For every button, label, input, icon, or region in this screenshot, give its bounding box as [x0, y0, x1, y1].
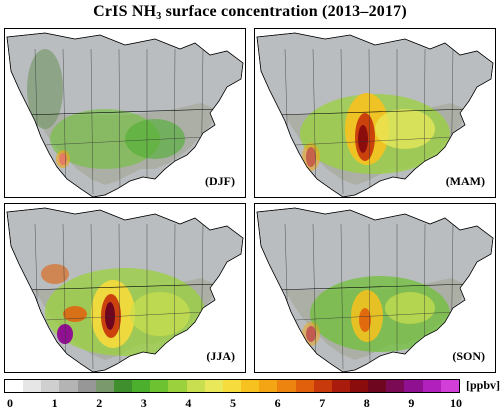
colorbar-swatch [277, 380, 296, 392]
colorbar-swatch [349, 380, 369, 392]
colorbar-tick-label: 0 [7, 396, 13, 410]
colorbar-swatch [168, 380, 187, 392]
map-djf [5, 29, 245, 197]
colorbar-swatch [259, 380, 278, 392]
map-jja [5, 204, 245, 372]
colorbar-swatch [150, 380, 169, 392]
colorbar-swatch [23, 380, 42, 392]
colorbar-swatch [113, 380, 133, 392]
colorbar-tick-label: 10 [450, 396, 462, 410]
colorbar-swatch [404, 380, 423, 392]
colorbar-tick-label: 2 [96, 396, 103, 410]
colorbar-tick-label: 1 [51, 396, 58, 410]
map-son [255, 204, 495, 372]
colorbar-swatch [186, 380, 205, 392]
colorbar-swatch [95, 380, 114, 392]
concentration-region [385, 292, 435, 324]
colorbar-swatch [331, 380, 350, 392]
colorbar-swatch [440, 380, 459, 392]
colorbar-swatch [241, 380, 260, 392]
concentration-region [375, 109, 435, 149]
colorbar-unit: [ppbv] [466, 378, 500, 392]
colorbar-swatch [386, 380, 405, 392]
colorbar-swatch [132, 380, 151, 392]
colorbar-tick-label: 3 [140, 396, 147, 410]
map-panel-son: (SON) [254, 203, 496, 373]
concentration-region [27, 49, 63, 129]
concentration-region [105, 302, 115, 330]
colorbar-tick-label: 9 [408, 396, 415, 410]
map-mam [255, 29, 495, 197]
colorbar-tick-label: 8 [363, 396, 370, 410]
concentration-region [358, 125, 368, 153]
colorbar-swatch [368, 380, 387, 392]
season-label-jja: (JJA) [203, 348, 238, 365]
concentration-region [359, 308, 371, 332]
colorbar-swatch [422, 380, 441, 392]
map-panel-mam: (MAM) [254, 28, 496, 198]
concentration-region [41, 264, 69, 284]
map-panel-jja: (JJA) [4, 203, 246, 373]
concentration-region [130, 292, 190, 336]
concentration-region [125, 119, 185, 159]
concentration-region [56, 150, 70, 168]
concentration-region [63, 306, 87, 322]
colorbar-swatch [313, 380, 332, 392]
map-panel-djf: (DJF) [4, 28, 246, 198]
colorbar-swatch [204, 380, 223, 392]
colorbar-tick-label: 6 [274, 396, 281, 410]
figure-title: CrIS NH3 surface concentration (2013–201… [93, 3, 407, 22]
colorbar-tick-label: 7 [319, 396, 326, 410]
colorbar-swatch [77, 380, 96, 392]
season-label-mam: (MAM) [442, 173, 488, 190]
colorbar-swatch [59, 380, 78, 392]
concentration-region [50, 109, 160, 169]
colorbar-swatch [5, 380, 24, 392]
colorbar-swatch [41, 380, 60, 392]
season-label-djf: (DJF) [202, 173, 238, 190]
colorbar-tick-label: 4 [185, 396, 192, 410]
concentration-region [57, 324, 73, 344]
colorbar-swatch [222, 380, 242, 392]
colorbar [4, 379, 460, 393]
colorbar-swatch [295, 380, 314, 392]
season-label-son: (SON) [449, 348, 488, 365]
colorbar-tick-label: 5 [230, 396, 236, 410]
